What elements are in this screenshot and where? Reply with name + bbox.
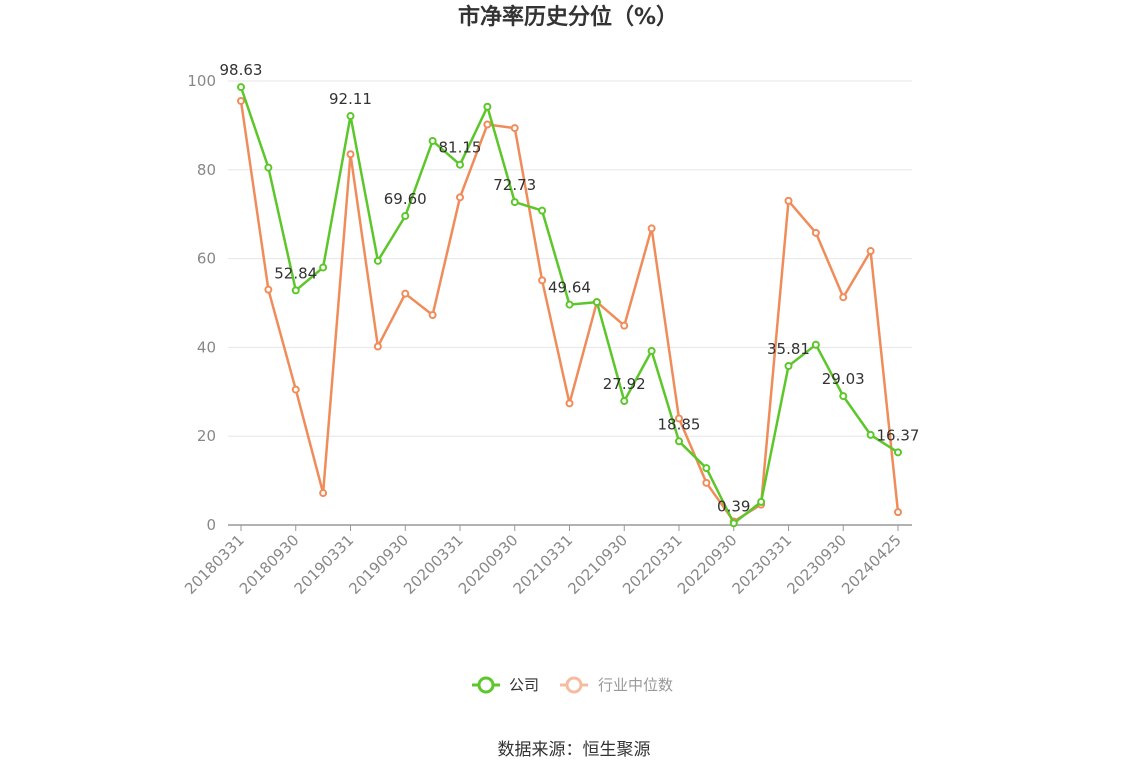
data-label-20: 35.81 bbox=[767, 340, 810, 358]
data-label-2: 52.84 bbox=[274, 264, 317, 282]
data-label-10: 72.73 bbox=[493, 176, 536, 194]
grid bbox=[228, 80, 912, 437]
point-0-14 bbox=[620, 397, 629, 406]
point-1-2 bbox=[291, 385, 300, 394]
point-1-5 bbox=[373, 342, 382, 351]
point-0-23 bbox=[866, 430, 875, 439]
point-0-12 bbox=[565, 300, 574, 309]
series-group bbox=[237, 83, 902, 528]
point-1-24 bbox=[894, 508, 902, 517]
point-1-21 bbox=[811, 228, 820, 237]
point-1-11 bbox=[538, 276, 547, 285]
point-1-12 bbox=[565, 399, 574, 408]
y-tick-label-20: 20 bbox=[197, 427, 216, 445]
y-tick-label-80: 80 bbox=[197, 161, 216, 179]
point-1-17 bbox=[702, 478, 711, 487]
series-line-1 bbox=[239, 100, 900, 523]
legend-item-industry[interactable]: 行业中位数 bbox=[560, 676, 673, 694]
point-1-16 bbox=[675, 414, 683, 423]
data-label-16: 18.85 bbox=[658, 415, 701, 433]
point-0-3 bbox=[319, 263, 328, 272]
point-0-9 bbox=[483, 102, 492, 111]
x-axis: 2018033120180930201903312019093020200331… bbox=[181, 524, 912, 598]
point-0-5 bbox=[373, 256, 382, 265]
point-1-9 bbox=[483, 120, 492, 129]
point-0-1 bbox=[264, 163, 273, 172]
chart-title: 市净率历史分位（%） bbox=[458, 4, 678, 30]
y-tick-label-100: 100 bbox=[187, 72, 216, 90]
data-label-8: 81.15 bbox=[439, 139, 482, 157]
y-tick-label-60: 60 bbox=[197, 250, 216, 268]
data-label-14: 27.92 bbox=[603, 375, 646, 393]
data-label-0: 98.63 bbox=[220, 61, 263, 79]
point-0-16 bbox=[675, 437, 683, 446]
legend-label-company: 公司 bbox=[509, 676, 539, 694]
point-1-14 bbox=[620, 321, 629, 330]
data-label-22: 29.03 bbox=[822, 370, 865, 388]
point-0-21 bbox=[811, 340, 820, 349]
point-1-3 bbox=[319, 489, 328, 498]
point-0-13 bbox=[592, 298, 601, 307]
point-1-6 bbox=[401, 289, 410, 298]
point-0-24 bbox=[894, 448, 902, 457]
point-0-15 bbox=[647, 346, 656, 355]
point-1-8 bbox=[456, 193, 464, 202]
source-note: 数据来源：恒生聚源 bbox=[498, 740, 651, 760]
data-label-18: 0.39 bbox=[717, 497, 750, 515]
point-0-10 bbox=[510, 198, 519, 207]
point-1-4 bbox=[346, 150, 355, 159]
y-tick-label-0: 0 bbox=[206, 516, 216, 534]
legend[interactable]: 公司 行业中位数 bbox=[472, 676, 673, 694]
legend-label-industry: 行业中位数 bbox=[598, 676, 673, 694]
y-tick-label-40: 40 bbox=[197, 338, 216, 356]
point-1-1 bbox=[264, 285, 273, 294]
point-0-20 bbox=[784, 362, 793, 371]
point-1-20 bbox=[784, 196, 793, 205]
point-0-11 bbox=[538, 206, 547, 215]
legend-marker-industry bbox=[565, 676, 583, 694]
point-1-15 bbox=[647, 224, 656, 233]
legend-item-company[interactable]: 公司 bbox=[472, 676, 539, 694]
data-label-24: 16.37 bbox=[877, 426, 920, 444]
data-labels: 98.63 52.84 92.11 69.60 81.15 72.73 49.64 27.92… bbox=[220, 61, 920, 515]
point-0-7 bbox=[428, 136, 437, 145]
x-tick-label-20240425: 20240425 bbox=[838, 531, 905, 598]
point-0-0 bbox=[237, 83, 245, 92]
y-axis: 0 20 40 60 80 100 bbox=[187, 72, 216, 534]
point-0-6 bbox=[401, 211, 410, 220]
point-1-0 bbox=[237, 96, 245, 105]
point-0-19 bbox=[757, 497, 766, 506]
point-0-22 bbox=[839, 392, 848, 401]
point-0-17 bbox=[702, 464, 711, 473]
point-1-10 bbox=[510, 124, 519, 133]
point-0-18 bbox=[729, 519, 738, 528]
data-label-12: 49.64 bbox=[548, 279, 591, 297]
data-label-6: 69.60 bbox=[384, 190, 427, 208]
point-1-7 bbox=[428, 310, 437, 319]
point-1-22 bbox=[839, 293, 848, 302]
point-0-4 bbox=[346, 112, 355, 121]
point-0-2 bbox=[291, 286, 300, 295]
legend-marker-company bbox=[477, 676, 495, 694]
point-1-23 bbox=[866, 247, 875, 256]
data-label-4: 92.11 bbox=[329, 90, 372, 108]
point-0-8 bbox=[456, 160, 464, 169]
